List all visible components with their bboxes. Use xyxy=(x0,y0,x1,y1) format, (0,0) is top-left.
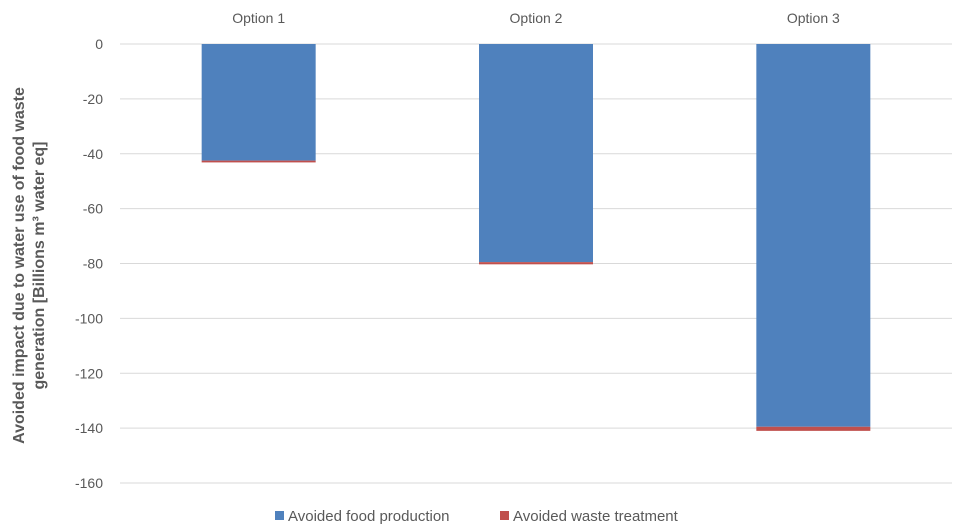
y-tick-label: -80 xyxy=(83,256,103,272)
y-tick-label: 0 xyxy=(95,36,103,52)
category-labels: Option 1 Option 2 Option 3 xyxy=(232,10,840,26)
bar-food-production-3 xyxy=(756,44,871,427)
y-tick-label: -100 xyxy=(75,310,103,326)
bar-food-production-2 xyxy=(479,44,593,263)
legend: Avoided food production Avoided waste tre… xyxy=(275,508,679,525)
legend-label: Avoided waste treatment xyxy=(513,508,679,525)
y-axis-title-line: generation [Billions m³ water eq] xyxy=(31,141,48,389)
category-label: Option 2 xyxy=(510,10,563,26)
bar-waste-treatment-1 xyxy=(201,160,316,163)
bar-food-production-1 xyxy=(201,44,316,161)
category-label: Option 1 xyxy=(232,10,285,26)
legend-swatch xyxy=(275,511,284,520)
legend-label: Avoided food production xyxy=(288,508,450,525)
y-axis-title: Avoided impact due to water use of food … xyxy=(11,87,48,444)
y-axis-title-line: Avoided impact due to water use of food … xyxy=(11,87,28,444)
y-tick-label: -140 xyxy=(75,420,103,436)
bar-waste-treatment-2 xyxy=(479,262,593,265)
y-tick-label: -160 xyxy=(75,475,103,491)
y-axis-ticks: 0 -20 -40 -60 -80 -100 -120 -140 -160 xyxy=(75,36,103,491)
legend-swatch xyxy=(500,511,509,520)
category-label: Option 3 xyxy=(787,10,840,26)
y-tick-label: -20 xyxy=(83,91,103,107)
bars xyxy=(201,44,871,431)
y-tick-label: -40 xyxy=(83,146,103,162)
bar-waste-treatment-3 xyxy=(756,426,871,431)
y-tick-label: -120 xyxy=(75,365,103,381)
y-tick-label: -60 xyxy=(83,201,103,217)
